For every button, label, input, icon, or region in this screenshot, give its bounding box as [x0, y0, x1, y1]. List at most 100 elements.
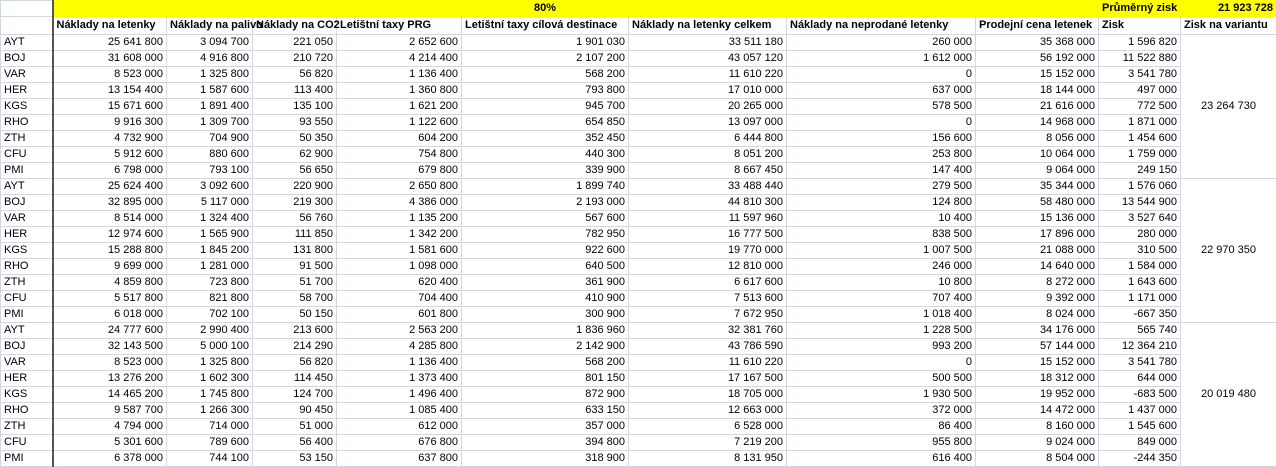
- value-cell[interactable]: 612 000: [337, 419, 462, 435]
- destination-code-cell[interactable]: HER: [1, 227, 53, 243]
- value-cell[interactable]: 1 587 600: [167, 83, 253, 99]
- value-cell[interactable]: 58 480 000: [976, 195, 1099, 211]
- value-cell[interactable]: 318 900: [462, 451, 629, 467]
- value-cell[interactable]: 1 643 600: [1099, 275, 1181, 291]
- value-cell[interactable]: 310 500: [1099, 243, 1181, 259]
- value-cell[interactable]: 12 974 600: [53, 227, 167, 243]
- value-cell[interactable]: 604 200: [337, 131, 462, 147]
- value-cell[interactable]: 124 800: [787, 195, 976, 211]
- value-cell[interactable]: 11 522 880: [1099, 51, 1181, 67]
- value-cell[interactable]: 25 641 800: [53, 35, 167, 51]
- value-cell[interactable]: 793 800: [462, 83, 629, 99]
- value-cell[interactable]: 7 513 600: [629, 291, 787, 307]
- value-cell[interactable]: 4 859 800: [53, 275, 167, 291]
- value-cell[interactable]: 9 916 300: [53, 115, 167, 131]
- value-cell[interactable]: 147 400: [787, 163, 976, 179]
- value-cell[interactable]: 9 392 000: [976, 291, 1099, 307]
- value-cell[interactable]: 394 800: [462, 435, 629, 451]
- value-cell[interactable]: 50 350: [253, 131, 337, 147]
- value-cell[interactable]: 1 122 600: [337, 115, 462, 131]
- destination-code-cell[interactable]: CFU: [1, 291, 53, 307]
- destination-code-cell[interactable]: RHO: [1, 115, 53, 131]
- value-cell[interactable]: 31 608 000: [53, 51, 167, 67]
- value-cell[interactable]: -244 350: [1099, 451, 1181, 467]
- column-header[interactable]: Náklady na palivo: [167, 17, 253, 35]
- value-cell[interactable]: 56 400: [253, 435, 337, 451]
- value-cell[interactable]: 4 386 000: [337, 195, 462, 211]
- value-cell[interactable]: 0: [787, 67, 976, 83]
- value-cell[interactable]: 6 378 000: [53, 451, 167, 467]
- value-cell[interactable]: 4 732 900: [53, 131, 167, 147]
- value-cell[interactable]: 56 820: [253, 67, 337, 83]
- destination-code-cell[interactable]: CFU: [1, 147, 53, 163]
- value-cell[interactable]: 13 097 000: [629, 115, 787, 131]
- value-cell[interactable]: 637 000: [787, 83, 976, 99]
- destination-code-cell[interactable]: CFU: [1, 435, 53, 451]
- destination-code-cell[interactable]: KGS: [1, 243, 53, 259]
- value-cell[interactable]: 2 107 200: [462, 51, 629, 67]
- value-cell[interactable]: 679 800: [337, 163, 462, 179]
- value-cell[interactable]: 1 437 000: [1099, 403, 1181, 419]
- value-cell[interactable]: 955 800: [787, 435, 976, 451]
- value-cell[interactable]: 3 541 780: [1099, 67, 1181, 83]
- value-cell[interactable]: 3 541 780: [1099, 355, 1181, 371]
- value-cell[interactable]: 1 899 740: [462, 179, 629, 195]
- value-cell[interactable]: 838 500: [787, 227, 976, 243]
- value-cell[interactable]: 789 600: [167, 435, 253, 451]
- value-cell[interactable]: 33 511 180: [629, 35, 787, 51]
- cell[interactable]: [1, 1, 53, 17]
- cell[interactable]: [976, 1, 1099, 17]
- value-cell[interactable]: 13 544 900: [1099, 195, 1181, 211]
- value-cell[interactable]: 33 488 440: [629, 179, 787, 195]
- value-cell[interactable]: 19 770 000: [629, 243, 787, 259]
- destination-code-cell[interactable]: VAR: [1, 355, 53, 371]
- value-cell[interactable]: 51 700: [253, 275, 337, 291]
- destination-code-cell[interactable]: BOJ: [1, 51, 53, 67]
- value-cell[interactable]: 744 100: [167, 451, 253, 467]
- value-cell[interactable]: 644 000: [1099, 371, 1181, 387]
- value-cell[interactable]: 32 895 000: [53, 195, 167, 211]
- cell[interactable]: [787, 1, 976, 17]
- value-cell[interactable]: 13 154 400: [53, 83, 167, 99]
- value-cell[interactable]: 704 400: [337, 291, 462, 307]
- value-cell[interactable]: 620 400: [337, 275, 462, 291]
- value-cell[interactable]: 2 990 400: [167, 323, 253, 339]
- value-cell[interactable]: 497 000: [1099, 83, 1181, 99]
- value-cell[interactable]: 8 667 450: [629, 163, 787, 179]
- value-cell[interactable]: 654 850: [462, 115, 629, 131]
- value-cell[interactable]: 4 214 400: [337, 51, 462, 67]
- value-cell[interactable]: 1 342 200: [337, 227, 462, 243]
- value-cell[interactable]: 567 600: [462, 211, 629, 227]
- value-cell[interactable]: 1 360 800: [337, 83, 462, 99]
- value-cell[interactable]: 14 640 000: [976, 259, 1099, 275]
- value-cell[interactable]: 6 018 000: [53, 307, 167, 323]
- value-cell[interactable]: 3 092 600: [167, 179, 253, 195]
- value-cell[interactable]: 1 136 400: [337, 355, 462, 371]
- value-cell[interactable]: 1 007 500: [787, 243, 976, 259]
- value-cell[interactable]: 35 344 000: [976, 179, 1099, 195]
- value-cell[interactable]: 1 621 200: [337, 99, 462, 115]
- value-cell[interactable]: 56 192 000: [976, 51, 1099, 67]
- value-cell[interactable]: 1 325 800: [167, 355, 253, 371]
- value-cell[interactable]: 249 150: [1099, 163, 1181, 179]
- value-cell[interactable]: 945 700: [462, 99, 629, 115]
- value-cell[interactable]: 8 024 000: [976, 307, 1099, 323]
- value-cell[interactable]: -683 500: [1099, 387, 1181, 403]
- value-cell[interactable]: 1 018 400: [787, 307, 976, 323]
- value-cell[interactable]: 372 000: [787, 403, 976, 419]
- value-cell[interactable]: 18 705 000: [629, 387, 787, 403]
- value-cell[interactable]: 86 400: [787, 419, 976, 435]
- value-cell[interactable]: 849 000: [1099, 435, 1181, 451]
- value-cell[interactable]: 8 131 950: [629, 451, 787, 467]
- value-cell[interactable]: 707 400: [787, 291, 976, 307]
- value-cell[interactable]: 1 576 060: [1099, 179, 1181, 195]
- value-cell[interactable]: 8 523 000: [53, 355, 167, 371]
- value-cell[interactable]: 1 871 000: [1099, 115, 1181, 131]
- value-cell[interactable]: 2 193 000: [462, 195, 629, 211]
- value-cell[interactable]: 723 800: [167, 275, 253, 291]
- value-cell[interactable]: 11 610 220: [629, 355, 787, 371]
- value-cell[interactable]: 633 150: [462, 403, 629, 419]
- value-cell[interactable]: 1 759 000: [1099, 147, 1181, 163]
- destination-code-cell[interactable]: BOJ: [1, 339, 53, 355]
- value-cell[interactable]: 246 000: [787, 259, 976, 275]
